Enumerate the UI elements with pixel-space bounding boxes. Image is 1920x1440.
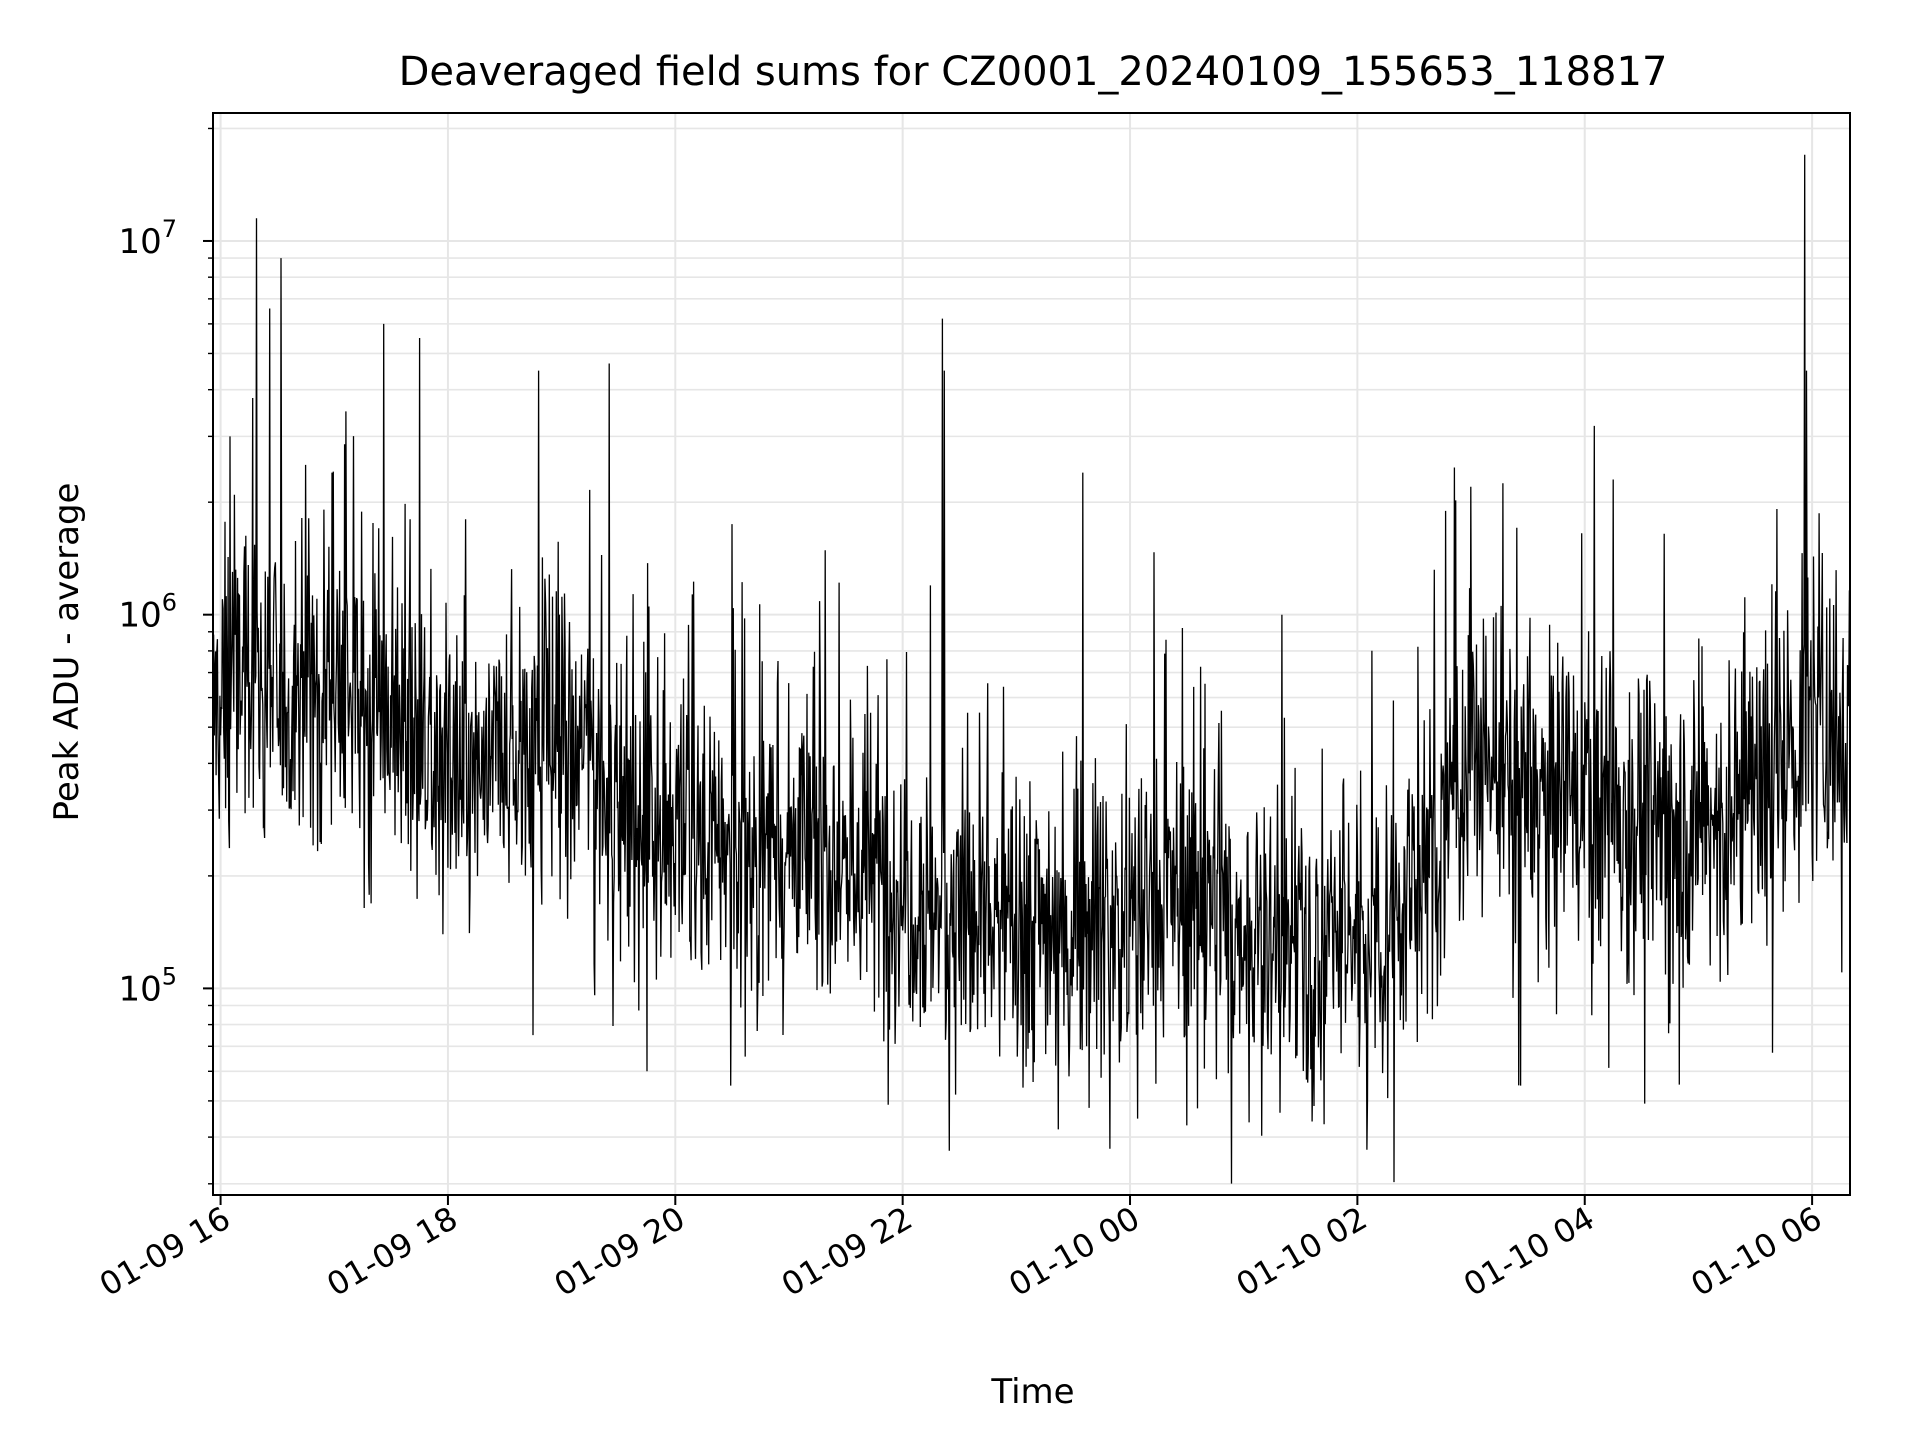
- x-axis-label: Time: [990, 1372, 1074, 1412]
- chart-title: Deaveraged field sums for CZ0001_2024010…: [399, 49, 1668, 95]
- y-tick-label: 105: [118, 962, 177, 1009]
- axes-frame: [212, 112, 1851, 1196]
- y-tick-label: 107: [118, 215, 177, 262]
- y-axis-label: Peak ADU - average: [47, 483, 87, 822]
- series-line: [212, 154, 1851, 1184]
- data-series: [212, 154, 1851, 1184]
- y-tick-label: 106: [118, 589, 177, 636]
